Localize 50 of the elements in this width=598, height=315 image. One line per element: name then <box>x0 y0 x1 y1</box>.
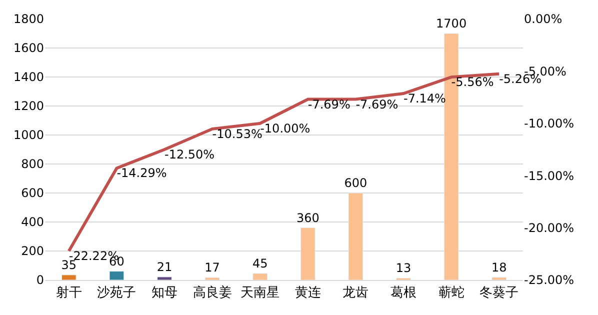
data-label: -7.69% <box>308 97 350 112</box>
y-tick-label: 1800 <box>13 12 44 26</box>
y2-tick-label: -10.00% <box>524 116 574 131</box>
bar <box>61 274 76 280</box>
bar <box>348 192 364 280</box>
x-tick-label: 射干 <box>56 286 82 301</box>
y-tick-label: 600 <box>21 186 44 200</box>
y2-tick-label: 0.00% <box>524 12 562 26</box>
y-tick-label: 1400 <box>13 70 44 84</box>
y2-tick-label: -20.00% <box>524 221 574 235</box>
y-tick-label: 400 <box>21 215 44 230</box>
y-tick-label: 1200 <box>13 99 44 114</box>
data-label: 360 <box>296 210 320 225</box>
bar <box>492 277 507 280</box>
x-tick-label: 天南星 <box>240 286 280 301</box>
y-tick-label: 800 <box>21 157 44 172</box>
bar <box>204 277 220 280</box>
y2-tick-label: -15.00% <box>524 168 574 183</box>
x-tick-label: 沙苑子 <box>97 286 136 301</box>
y2-tick-label: -25.00% <box>524 273 574 288</box>
data-label: -7.69% <box>356 97 398 112</box>
line-series <box>67 72 501 252</box>
data-label: -7.14% <box>404 92 446 106</box>
bar <box>157 276 172 280</box>
data-label: 21 <box>156 260 172 274</box>
data-label: 13 <box>396 261 412 276</box>
y-tick-label: 1600 <box>13 41 44 56</box>
data-label: 600 <box>344 176 368 190</box>
data-label: 17 <box>204 260 220 275</box>
bar <box>252 273 268 280</box>
data-label: -10.00% <box>260 121 310 136</box>
y-tick-label: 1000 <box>13 128 44 142</box>
x-tick-label: 蕲蛇 <box>438 286 464 301</box>
data-label: 1700 <box>436 16 467 30</box>
data-label: 18 <box>491 260 507 274</box>
data-label: 45 <box>252 256 268 270</box>
data-label: -12.50% <box>164 148 215 162</box>
x-tick-label: 高良姜 <box>192 284 232 301</box>
y-tick-label: 200 <box>21 244 44 258</box>
y-tick-label: 0 <box>36 273 44 288</box>
x-tick-label: 知母 <box>152 286 178 301</box>
data-label: -5.56% <box>451 75 494 90</box>
x-tick-label: 龙齿 <box>342 286 369 301</box>
data-label: -10.53% <box>212 126 262 141</box>
x-tick-label: 冬葵子 <box>480 286 519 301</box>
data-label: -14.29% <box>116 166 167 180</box>
x-tick-label: 葛根 <box>390 286 416 301</box>
bar <box>109 271 124 280</box>
x-tick-label: 黄连 <box>294 286 321 301</box>
bar <box>300 228 316 280</box>
